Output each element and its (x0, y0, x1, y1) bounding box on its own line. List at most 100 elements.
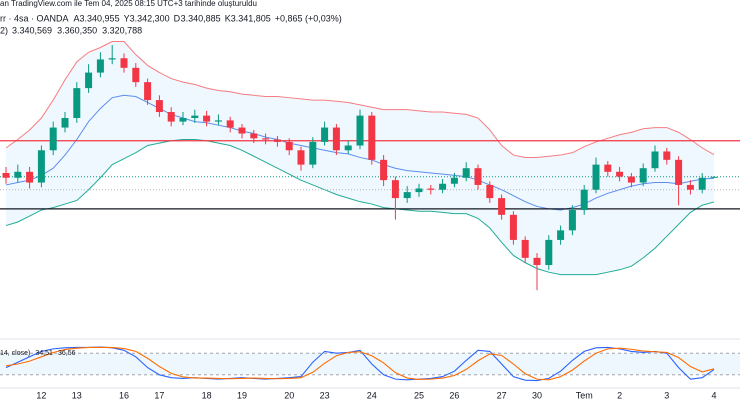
x-tick-label: 24 (367, 390, 377, 400)
candle-body (120, 58, 128, 68)
candle-body (568, 210, 576, 231)
candle-body (73, 88, 81, 119)
candle-body (545, 239, 553, 266)
band-lower (5, 139, 715, 276)
candle-body (380, 159, 388, 181)
candle-body (415, 188, 423, 193)
candle-body (474, 168, 482, 185)
ohlc-value: 3.340,955 (80, 13, 120, 23)
price-pane (0, 41, 740, 291)
candle-body (85, 72, 93, 89)
candle-body (391, 180, 399, 199)
x-tick-label: 27 (497, 390, 507, 400)
candle-body (214, 120, 222, 122)
ohlc-key: D (174, 13, 181, 23)
candle-body (450, 177, 458, 184)
candle-body (285, 141, 293, 151)
ohlc-value: 3.341,805 (231, 13, 271, 23)
candle-body (686, 184, 694, 190)
candle-body (262, 138, 270, 140)
x-tick-label: 25 (414, 390, 424, 400)
candle-body (580, 189, 588, 211)
candle-body (238, 127, 246, 134)
x-tick-label: 18 (202, 390, 212, 400)
ohlc-value: 3.342,300 (130, 13, 170, 23)
candle-body (356, 115, 364, 146)
candle-body (2, 172, 10, 178)
candle-body (191, 115, 199, 119)
band-middle (5, 94, 715, 211)
x-tick-label: 19 (237, 390, 247, 400)
candle-body (203, 115, 211, 122)
bb-value: 3.340,569 (12, 25, 52, 35)
candle-body (368, 115, 376, 160)
candle-body (627, 176, 635, 183)
candle-body (26, 171, 34, 183)
candle-body (61, 118, 69, 128)
x-tick-label: 30 (532, 390, 542, 400)
candle-body (509, 214, 517, 240)
candle-body (663, 151, 671, 160)
candle-body (144, 82, 152, 101)
ohlc-value: 3.340,885 (181, 13, 221, 23)
candle-body (250, 133, 258, 139)
candle-body (651, 151, 659, 169)
candle-body (321, 127, 329, 142)
stoch-value: 34,51 (35, 350, 53, 357)
header-symbol: rr · 4sa · OANDA (0, 13, 69, 23)
level-band (0, 353, 740, 375)
candle-body (226, 120, 234, 128)
candle-body (521, 239, 529, 258)
stoch-prefix: 14, close) (0, 350, 30, 357)
candle-body (639, 168, 647, 183)
candle-body (675, 159, 683, 185)
candle-body (557, 230, 565, 240)
stoch-line (5, 346, 715, 382)
x-tick-label: 23 (320, 390, 330, 400)
x-tick-label: 13 (72, 390, 82, 400)
candle-body (49, 127, 57, 151)
band-upper (5, 41, 715, 158)
price-change: +0,865 (+0,03%) (275, 13, 342, 23)
ohlc-key: A (74, 13, 80, 23)
candle-body (462, 168, 470, 178)
candle-body (439, 183, 447, 190)
candle-body (710, 176, 718, 178)
candle-body (155, 100, 163, 113)
x-tick-label: 12 (36, 390, 46, 400)
candle-body (498, 198, 506, 215)
candle-body (486, 184, 494, 199)
candle-body (132, 67, 140, 83)
ohlc-key: Y (124, 13, 130, 23)
x-tick-label: 4 (711, 390, 716, 400)
x-tick-label: 20 (284, 390, 294, 400)
candle-body (37, 150, 45, 183)
candle-body (179, 118, 187, 122)
stoch-value: 36,56 (58, 350, 76, 357)
bb-prefix: 2) (0, 25, 8, 35)
candle-body (344, 145, 352, 151)
band-fill (6, 41, 714, 275)
candle-body (309, 141, 317, 165)
x-tick-label: Tem (576, 390, 593, 400)
bb-value: 3.360,350 (57, 25, 97, 35)
x-tick-label: 26 (449, 390, 459, 400)
ohlc-key: K (225, 13, 231, 23)
candle-body (403, 192, 411, 199)
x-tick-label: 2 (617, 390, 622, 400)
candle-body (14, 171, 22, 178)
candle-body (108, 58, 116, 60)
candle-body (533, 257, 541, 266)
candle-body (273, 139, 281, 142)
candle-body (96, 59, 104, 73)
stoch-line (5, 346, 715, 381)
stoch-pane (0, 346, 740, 382)
candle-body (698, 177, 706, 190)
candle-body (332, 127, 340, 151)
candle-body (604, 164, 612, 172)
x-tick-label: 3 (664, 390, 669, 400)
header-source: an TradingView.com ile Tem 04, 2025 08:1… (0, 0, 257, 8)
bb-value: 3.320,788 (102, 25, 142, 35)
x-tick-label: 16 (119, 390, 129, 400)
